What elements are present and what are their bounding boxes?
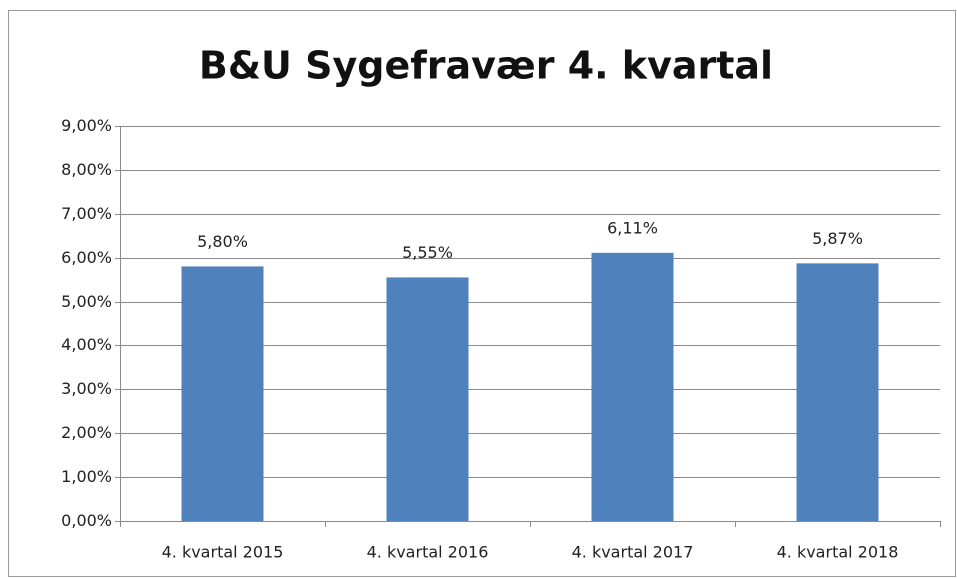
bar xyxy=(386,277,469,521)
y-tick-label: 5,00% xyxy=(61,292,112,311)
chart-title: B&U Sygefravær 4. kvartal xyxy=(199,44,773,88)
data-label: 6,11% xyxy=(607,218,658,237)
y-tick-label: 7,00% xyxy=(61,204,112,223)
y-tick-label: 4,00% xyxy=(61,335,112,354)
x-tick-label: 4. kvartal 2018 xyxy=(777,543,899,562)
x-tick-label: 4. kvartal 2016 xyxy=(367,543,489,562)
data-label: 5,80% xyxy=(197,232,248,251)
data-label: 5,87% xyxy=(812,229,863,248)
y-tick-label: 8,00% xyxy=(61,160,112,179)
bar xyxy=(796,263,879,521)
y-tick-label: 6,00% xyxy=(61,248,112,267)
y-tick-label: 3,00% xyxy=(61,379,112,398)
y-tick-label: 0,00% xyxy=(61,511,112,530)
data-label: 5,55% xyxy=(402,243,453,262)
y-tick-label: 2,00% xyxy=(61,423,112,442)
y-tick-label: 1,00% xyxy=(61,467,112,486)
bar xyxy=(591,252,674,522)
x-tick-label: 4. kvartal 2017 xyxy=(572,543,694,562)
bar xyxy=(181,266,264,521)
x-tick-label: 4. kvartal 2015 xyxy=(162,543,284,562)
y-tick-label: 9,00% xyxy=(61,116,112,135)
